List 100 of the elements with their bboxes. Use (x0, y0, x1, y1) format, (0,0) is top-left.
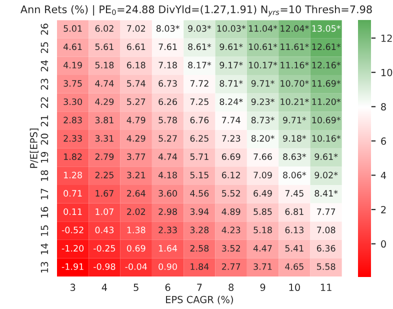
data-label: 4.74 (158, 154, 178, 160)
x-tick-label: 7 (197, 284, 202, 291)
data-label: 9.02* (314, 172, 338, 178)
data-label: 3.52 (222, 244, 240, 252)
data-label: 10.21* (280, 98, 309, 106)
data-label: 8.20* (251, 135, 274, 142)
y-tick-label: 13 (40, 262, 48, 273)
data-label: 6.49 (254, 190, 272, 197)
data-label: 7.61 (158, 43, 177, 50)
data-label: 1.38 (127, 226, 146, 234)
y-tick-label: 17 (40, 188, 48, 200)
data-label: 3.30 (64, 98, 82, 106)
data-label: 1.64 (159, 244, 178, 252)
data-label: 1.84 (190, 263, 209, 270)
data-label: 3.71 (254, 263, 272, 270)
data-label: 7.18 (158, 62, 177, 68)
data-label: 9.71* (251, 80, 274, 87)
y-tick-label: 24 (40, 60, 48, 72)
data-label: 10.16* (312, 135, 341, 142)
color-bar-label: 4 (380, 172, 386, 179)
data-label: 8.06* (283, 172, 306, 178)
color-bar-label: 8 (381, 103, 386, 110)
data-label: 3.94 (190, 208, 209, 215)
data-label: 2.77 (222, 263, 240, 270)
data-label: 7.77 (317, 208, 336, 215)
x-tick-label: 3 (70, 284, 76, 292)
data-label: 7.66 (254, 153, 272, 160)
data-label: 4.23 (222, 226, 240, 234)
data-label: 4.61 (64, 43, 82, 50)
data-label: 9.23* (251, 98, 274, 106)
data-label: -0.52 (62, 226, 84, 234)
data-label: 2.64 (127, 190, 146, 197)
data-label: 7.09 (254, 172, 272, 178)
data-label: 5.52 (222, 190, 240, 197)
x-tick-label: 9 (260, 284, 266, 292)
data-label: 0.11 (64, 208, 82, 215)
data-label: 8.24* (220, 98, 243, 106)
data-label: 9.61* (314, 153, 338, 160)
color-bar-label: 0 (381, 240, 386, 248)
data-label: 11.61* (280, 43, 309, 50)
data-label: 6.36 (316, 244, 336, 252)
data-label: 9.71* (283, 116, 306, 124)
data-label: 6.18 (127, 62, 146, 68)
data-label: 4.56 (190, 190, 209, 197)
data-label: 11.16* (280, 62, 309, 68)
data-label: 6.26 (158, 98, 177, 106)
data-label: 5.15 (190, 172, 208, 178)
data-label: 2.25 (95, 172, 114, 178)
data-label: 2.33 (158, 226, 177, 234)
y-tick-label: 23 (40, 78, 48, 90)
data-label: 0.69 (126, 244, 146, 252)
data-label: 3.81 (95, 116, 114, 124)
data-label: 10.69* (312, 116, 341, 124)
data-label: 4.89 (222, 208, 240, 215)
data-label: 4.19 (64, 62, 82, 68)
data-label: 2.98 (158, 208, 177, 215)
data-label: 2.79 (95, 153, 114, 160)
y-tick-label: 25 (40, 42, 48, 54)
data-label: 9.03* (188, 25, 212, 32)
data-label: 4.18 (158, 172, 177, 178)
data-label: 6.12 (222, 172, 240, 178)
color-bar-label: 2 (381, 206, 386, 214)
x-tick-label: 8 (228, 284, 234, 292)
color-bar-label: 12 (381, 34, 392, 42)
data-label: 11.04* (249, 25, 278, 32)
x-tick-label: 4 (102, 284, 108, 291)
data-label: 3.28 (190, 226, 209, 234)
data-label: 7.02 (127, 25, 145, 32)
data-label: 3.77 (127, 153, 146, 160)
data-label: 5.85 (254, 208, 272, 215)
data-label: 7.25 (190, 98, 208, 106)
x-tick-label: 10 (289, 284, 300, 292)
data-label: 5.27 (158, 135, 177, 142)
data-label: 1.82 (64, 153, 82, 160)
y-tick-label: 16 (40, 206, 48, 218)
data-label: 8.61* (188, 43, 212, 50)
data-label: 4.29 (126, 135, 146, 142)
data-label: 3.60 (158, 190, 177, 197)
y-tick-label: 19 (40, 152, 48, 163)
data-label: 2.83 (64, 116, 82, 124)
data-label: 2.02 (127, 208, 145, 215)
data-label: 7.23 (222, 135, 240, 142)
data-label: 5.27 (127, 98, 146, 106)
color-bar-label: 10 (381, 68, 392, 76)
data-label: -0.04 (125, 263, 147, 270)
color-bar-label: 6 (381, 137, 386, 145)
data-label: 9.17* (220, 62, 243, 68)
data-label: 2.33 (64, 135, 82, 142)
data-label: -0.98 (94, 263, 116, 270)
data-label: 6.25 (190, 135, 208, 142)
data-label: 5.78 (158, 116, 177, 124)
data-label: 8.17* (188, 62, 212, 68)
data-label: 5.58 (317, 263, 336, 270)
y-tick-label: 20 (40, 134, 48, 145)
data-label: 5.01 (64, 25, 82, 32)
data-label: 7.45 (285, 190, 304, 197)
data-label: 6.76 (190, 116, 209, 124)
data-label: 12.61* (312, 43, 341, 50)
x-axis-title: EPS CAGR (%) (166, 296, 233, 304)
data-label: 4.79 (126, 116, 146, 124)
